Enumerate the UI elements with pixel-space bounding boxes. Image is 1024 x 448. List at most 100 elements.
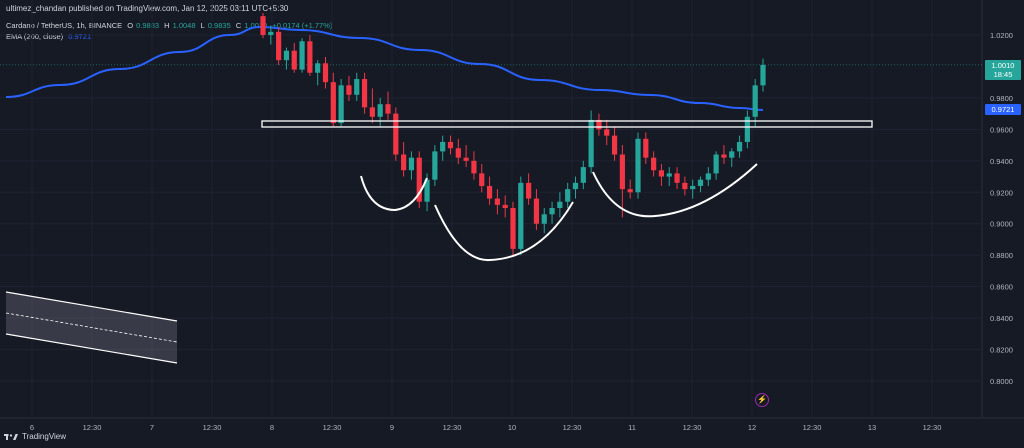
price-tick-label: 0.8000 xyxy=(990,377,1013,386)
candle-body[interactable] xyxy=(510,208,516,249)
ema-200-line[interactable] xyxy=(5,25,764,111)
channel-upper[interactable] xyxy=(5,291,178,322)
candle-body[interactable] xyxy=(565,189,571,202)
candle-body[interactable] xyxy=(455,148,461,158)
candle-body[interactable] xyxy=(572,182,579,190)
candle-body[interactable] xyxy=(604,129,610,136)
candle-body[interactable] xyxy=(588,119,594,168)
candle-body[interactable] xyxy=(401,154,407,171)
candle-body[interactable] xyxy=(658,170,665,177)
candle-body[interactable] xyxy=(463,157,469,161)
candle-body[interactable] xyxy=(291,50,297,70)
candle-body[interactable] xyxy=(729,151,735,158)
candle-body[interactable] xyxy=(721,154,727,158)
channel-mid xyxy=(5,312,178,343)
candle-body[interactable] xyxy=(424,179,430,202)
candle-body[interactable] xyxy=(666,173,672,177)
time-tick-label: 11 xyxy=(628,423,636,432)
parallel-channel[interactable] xyxy=(5,291,178,364)
candle-body[interactable] xyxy=(338,85,344,124)
candle-body[interactable] xyxy=(385,104,391,114)
candle-body[interactable] xyxy=(736,141,743,152)
candle-body[interactable] xyxy=(299,41,305,70)
candle-body[interactable] xyxy=(346,85,352,95)
candle-body[interactable] xyxy=(361,79,368,108)
candle-body[interactable] xyxy=(690,185,696,190)
candle-body[interactable] xyxy=(651,157,657,171)
candle-body[interactable] xyxy=(549,208,555,215)
candle-body[interactable] xyxy=(580,167,586,183)
candle-body[interactable] xyxy=(393,113,399,155)
candle-body[interactable] xyxy=(330,82,336,124)
candle-body[interactable] xyxy=(635,138,641,193)
candle-body[interactable] xyxy=(471,160,477,174)
price-axis[interactable]: 1.0200 0.9800 0.9600 0.9400 0.9200 0.9000 0.88… xyxy=(990,31,1013,386)
candle-body[interactable] xyxy=(369,107,375,117)
time-tick-label: 12:30 xyxy=(923,423,942,432)
candle-body[interactable] xyxy=(268,31,274,35)
time-tick-label: 8 xyxy=(270,423,274,432)
candle-body[interactable] xyxy=(408,157,415,171)
candle-body[interactable] xyxy=(627,189,633,193)
candle-body[interactable] xyxy=(541,214,547,224)
candle-body[interactable] xyxy=(283,50,290,61)
candle-body[interactable] xyxy=(315,63,321,73)
candle-body[interactable] xyxy=(760,64,766,86)
last-price-value: 1.0010 xyxy=(991,61,1015,70)
symbol-name[interactable]: Cardano / TetherUS, 1h, BINANCE xyxy=(6,21,123,30)
candle-body[interactable] xyxy=(260,16,266,35)
time-tick-label: 6 xyxy=(30,423,34,432)
candle-body[interactable] xyxy=(643,138,649,158)
candle-body[interactable] xyxy=(447,141,454,149)
time-axis[interactable]: 6 12:30 7 12:30 8 12:30 9 12:30 10 12:30 11 12:30 12… xyxy=(30,423,941,432)
candle-body[interactable] xyxy=(354,79,360,95)
right-shoulder-arc[interactable] xyxy=(592,163,758,218)
time-tick-label: 9 xyxy=(390,423,394,432)
resistance-rectangle[interactable] xyxy=(261,120,873,128)
candle-body[interactable] xyxy=(502,204,508,208)
price-tick-label: 0.8800 xyxy=(990,251,1013,260)
channel-lower[interactable] xyxy=(5,333,178,364)
candle-body[interactable] xyxy=(479,173,485,186)
candle-body[interactable] xyxy=(611,135,618,155)
candle-body[interactable] xyxy=(307,41,313,73)
time-tick-label: 12:30 xyxy=(803,423,822,432)
close-label: C xyxy=(235,21,242,30)
price-tick-label: 0.8400 xyxy=(990,314,1013,323)
candle-body[interactable] xyxy=(432,151,438,180)
time-tick-label: 12:30 xyxy=(563,423,582,432)
candle-body[interactable] xyxy=(518,182,524,249)
candle-body[interactable] xyxy=(713,154,719,174)
left-shoulder-arc[interactable] xyxy=(360,175,428,212)
ema-legend[interactable]: EMA (200, close) 0.9721 xyxy=(6,32,94,41)
publisher-line: ultimez_chandan published on TradingView… xyxy=(6,4,289,13)
candle-body[interactable] xyxy=(440,141,446,152)
candle-body[interactable] xyxy=(486,185,493,199)
candle-body[interactable] xyxy=(674,173,680,183)
candle-body[interactable] xyxy=(276,31,282,61)
candle-body[interactable] xyxy=(697,179,704,186)
symbol-legend[interactable]: Cardano / TetherUS, 1h, BINANCE O 0.9883 … xyxy=(6,21,335,30)
ema-price-badge: 0.9721 xyxy=(985,104,1021,115)
open-value: 0.9883 xyxy=(136,21,160,30)
tradingview-footer[interactable]: TradingView xyxy=(4,432,66,441)
candle-body[interactable] xyxy=(377,104,383,117)
candle-body[interactable] xyxy=(322,63,329,83)
candle-body[interactable] xyxy=(416,157,422,202)
ema-label[interactable]: EMA (200, close) xyxy=(6,32,64,41)
candle-body[interactable] xyxy=(705,173,711,180)
candle-body[interactable] xyxy=(533,198,540,224)
candle-body[interactable] xyxy=(619,154,625,190)
candle-body[interactable] xyxy=(557,201,563,208)
candle-body[interactable] xyxy=(752,85,758,117)
candle-body[interactable] xyxy=(682,182,688,190)
candle-body[interactable] xyxy=(744,116,750,142)
candles[interactable] xyxy=(260,12,766,256)
candle-body[interactable] xyxy=(494,198,500,205)
candle-body[interactable] xyxy=(526,182,532,199)
lightning-bolt-icon[interactable]: ⚡ xyxy=(755,393,769,407)
candle-body[interactable] xyxy=(596,119,602,130)
head-arc[interactable] xyxy=(434,201,574,262)
high-label: H xyxy=(164,21,170,30)
